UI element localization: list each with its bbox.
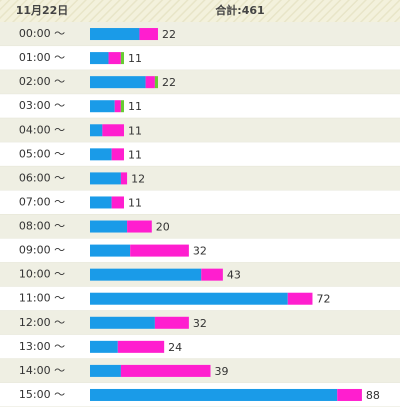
total-value: 11: [128, 52, 142, 65]
row-bg: [0, 166, 400, 191]
total-value: 12: [131, 172, 145, 185]
bar-segment: [201, 268, 223, 281]
total-value: 11: [128, 196, 142, 209]
bar-segment: [90, 292, 288, 305]
bar-segment: [154, 316, 189, 329]
row-label: 00:00 ～: [19, 27, 65, 40]
bar-segment: [120, 100, 124, 113]
bar-segment: [90, 316, 155, 329]
bar-segment: [117, 340, 165, 353]
bar-segment: [127, 220, 152, 233]
row-label: 06:00 ～: [19, 171, 65, 184]
row-bg: [0, 310, 400, 335]
row-bg: [0, 118, 400, 143]
bar-segment: [90, 28, 140, 41]
bar-segment: [114, 100, 121, 113]
bar-segment: [90, 148, 112, 161]
bar-segment: [130, 244, 189, 257]
bar-segment: [90, 124, 103, 137]
bar-segment: [120, 172, 128, 185]
row-bg: [0, 142, 400, 167]
row-label: 10:00 ～: [19, 268, 65, 281]
row-bg: [0, 214, 400, 239]
bar-segment: [90, 76, 146, 89]
row-label: 01:00 ～: [19, 51, 65, 64]
row-label: 08:00 ～: [19, 220, 65, 233]
total-value: 22: [162, 76, 176, 89]
row-bg: [0, 238, 400, 263]
total-value: 32: [193, 317, 207, 330]
bar-segment: [111, 196, 124, 209]
row-label: 12:00 ～: [19, 316, 65, 329]
row-bg: [0, 334, 400, 359]
row-label: 05:00 ～: [19, 147, 65, 160]
bar-segment: [139, 28, 158, 41]
bar-segment: [90, 100, 115, 113]
bar-segment: [145, 76, 155, 89]
total-value: 11: [128, 124, 142, 137]
bar-segment: [90, 244, 131, 257]
row-bg: [0, 46, 400, 71]
bar-segment: [90, 364, 121, 377]
row-bg: [0, 94, 400, 119]
bar-segment: [287, 292, 313, 305]
total-value: 39: [215, 365, 229, 378]
header-bg: [0, 0, 400, 22]
row-label: 02:00 ～: [19, 75, 65, 88]
bar-segment: [120, 52, 124, 65]
bar-segment: [108, 52, 121, 65]
total-label: 合計:461: [215, 3, 264, 17]
row-label: 07:00 ～: [19, 195, 65, 208]
total-value: 20: [156, 221, 170, 234]
row-bg: [0, 70, 400, 95]
total-value: 43: [227, 269, 241, 282]
total-value: 24: [168, 341, 182, 354]
bar-segment: [120, 364, 211, 377]
bar-segment: [90, 52, 109, 65]
row-label: 11:00 ～: [19, 292, 65, 305]
row-label: 15:00 ～: [19, 388, 65, 401]
bar-segment: [154, 76, 158, 89]
bar-segment: [90, 220, 128, 233]
total-value: 72: [316, 293, 330, 306]
date-label: 11月22日: [16, 4, 69, 17]
total-value: 22: [162, 28, 176, 41]
total-value: 88: [366, 389, 380, 402]
bar-segment: [90, 388, 338, 401]
row-label: 04:00 ～: [19, 123, 65, 136]
bar-segment: [90, 268, 202, 281]
bar-segment: [111, 148, 124, 161]
bar-segment: [102, 124, 124, 137]
bar-segment: [337, 388, 362, 401]
row-label: 13:00 ～: [19, 340, 65, 353]
total-value: 11: [128, 100, 142, 113]
total-value: 32: [193, 245, 207, 258]
row-bg: [0, 22, 400, 47]
total-value: 11: [128, 148, 142, 161]
row-label: 14:00 ～: [19, 364, 65, 377]
bar-segment: [90, 340, 118, 353]
row-label: 09:00 ～: [19, 244, 65, 257]
bar-segment: [90, 196, 112, 209]
bar-segment: [90, 172, 121, 185]
row-bg: [0, 190, 400, 215]
row-label: 03:00 ～: [19, 99, 65, 112]
